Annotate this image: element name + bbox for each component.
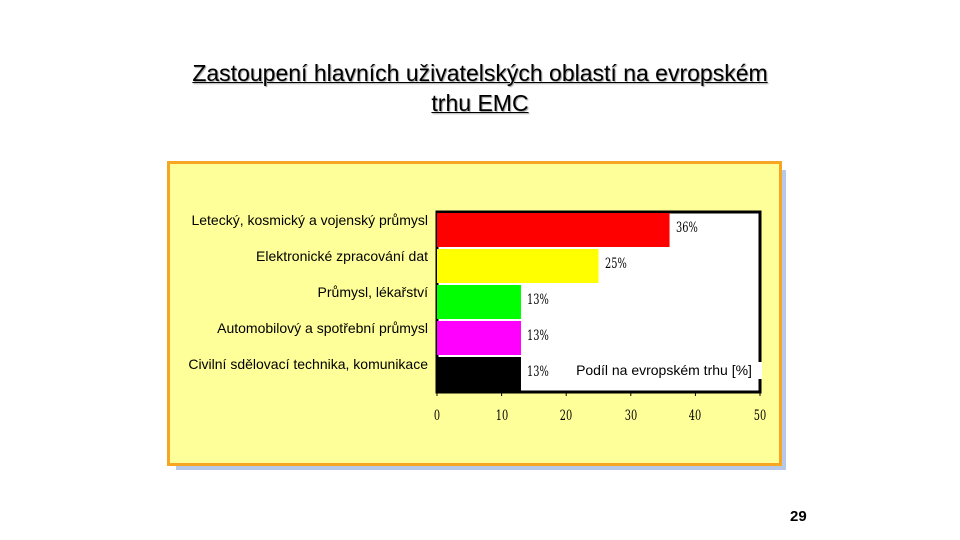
x-tick-label: 10 bbox=[495, 408, 508, 424]
x-axis-label: Podíl na evropském trhu [%] bbox=[566, 362, 762, 379]
x-tick-label: 30 bbox=[624, 408, 638, 424]
y-tick-label: Letecký, kosmický a vojenský průmysl bbox=[191, 212, 428, 228]
chart-title: Zastoupení hlavních uživatelských oblast… bbox=[192, 60, 768, 116]
y-tick-label: Průmysl, lékařství bbox=[317, 284, 428, 300]
x-tick-label: 50 bbox=[753, 408, 767, 424]
bar bbox=[437, 213, 670, 247]
x-tick-label: 20 bbox=[559, 408, 573, 424]
value-label: 13% bbox=[526, 292, 549, 308]
bar bbox=[437, 285, 521, 319]
bar bbox=[437, 357, 521, 391]
bar bbox=[437, 321, 521, 355]
value-label: 13% bbox=[526, 364, 549, 380]
x-tick-label: 40 bbox=[689, 408, 702, 424]
value-label: 36% bbox=[675, 220, 698, 236]
slide-number: 29 bbox=[790, 508, 807, 525]
y-tick-label: Automobilový a spotřební průmysl bbox=[217, 320, 428, 336]
bar bbox=[437, 249, 599, 283]
x-tick-label: 0 bbox=[433, 408, 441, 424]
y-tick-label: Civilní sdělovací technika, komunikace bbox=[188, 356, 428, 372]
value-label: 25% bbox=[604, 256, 627, 272]
y-tick-label: Elektronické zpracování dat bbox=[256, 248, 428, 264]
value-label: 13% bbox=[526, 328, 549, 344]
